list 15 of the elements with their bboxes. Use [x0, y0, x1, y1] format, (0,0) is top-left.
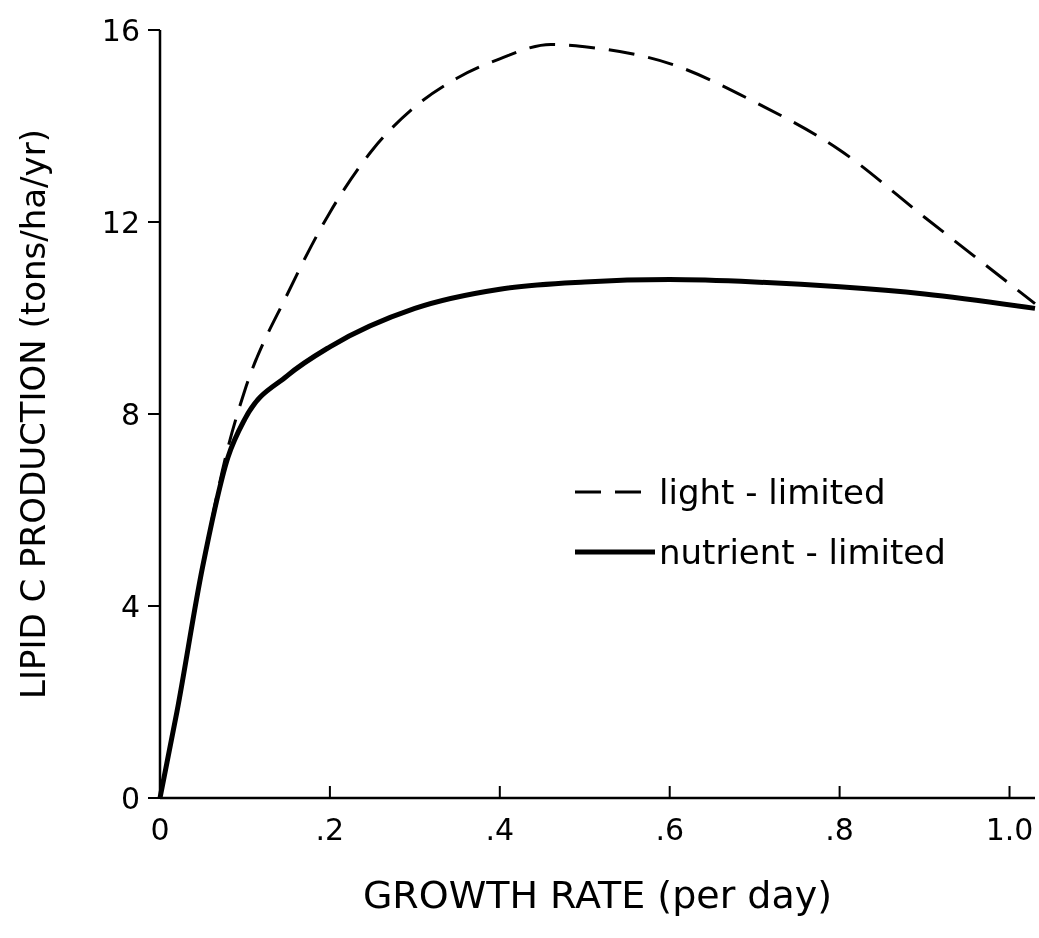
x-tick-label: 1.0 — [985, 812, 1034, 847]
y-tick-label: 12 — [101, 205, 140, 240]
x-tick-label: .8 — [825, 812, 854, 847]
y-axis-title: LIPID C PRODUCTION (tons/ha/yr) — [13, 129, 53, 699]
y-tick-label: 0 — [120, 781, 140, 816]
y-tick-label: 8 — [120, 397, 140, 432]
y-tick-label: 4 — [120, 589, 140, 624]
legend-label: light - limited — [659, 472, 886, 512]
x-axis-title: GROWTH RATE (per day) — [362, 873, 833, 917]
legend-label: nutrient - limited — [659, 532, 946, 572]
x-tick-label: .6 — [655, 812, 685, 847]
x-tick-label: 0 — [150, 812, 170, 847]
x-tick-label: .2 — [315, 812, 345, 847]
x-tick-label: .4 — [485, 812, 515, 847]
y-tick-label: 16 — [101, 13, 140, 48]
